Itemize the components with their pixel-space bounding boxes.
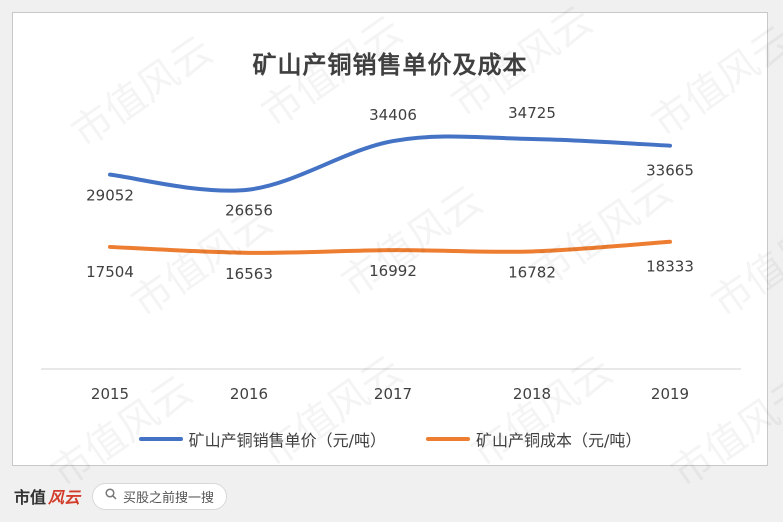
footer-bar: 市值 风云 买股之前搜一搜 xyxy=(14,482,228,510)
x-tick-label: 2017 xyxy=(374,385,412,403)
data-label: 16563 xyxy=(225,265,273,283)
search-placeholder: 买股之前搜一搜 xyxy=(123,490,215,506)
data-label: 26656 xyxy=(225,202,273,220)
chart-card: 矿山产铜销售单价及成本 2015 2016 2017 2018 2019 29052 266… xyxy=(12,12,768,466)
legend-label-cost: 矿山产铜成本（元/吨） xyxy=(476,431,642,450)
brand-mark: 风云 xyxy=(48,488,81,507)
legend-swatch-price xyxy=(138,437,183,441)
x-tick-label: 2019 xyxy=(651,385,689,403)
search-box[interactable]: 买股之前搜一搜 xyxy=(92,482,228,510)
legend-item-cost: 矿山产铜成本（元/吨） xyxy=(426,427,641,451)
x-tick-label: 2018 xyxy=(513,385,551,403)
chart-title: 矿山产铜销售单价及成本 xyxy=(252,51,528,79)
data-label: 34725 xyxy=(508,104,556,122)
chart-plot: 2015 2016 2017 2018 2019 29052 26656 34406 34725… xyxy=(41,104,741,403)
data-label: 16782 xyxy=(508,263,556,281)
legend-swatch-cost xyxy=(426,437,470,441)
legend-label-price: 矿山产铜销售单价（元/吨） xyxy=(188,431,386,450)
x-tick-label: 2015 xyxy=(91,385,129,403)
legend-item-price: 矿山产铜销售单价（元/吨） xyxy=(138,427,386,451)
data-label: 34406 xyxy=(369,106,417,124)
brand-logo[interactable]: 市值 风云 xyxy=(14,484,80,508)
x-tick-label: 2016 xyxy=(230,385,268,403)
data-label: 17504 xyxy=(86,263,134,281)
brand-name: 市值 xyxy=(14,488,47,507)
series-line-cost xyxy=(108,239,672,255)
chart-legend: 矿山产铜销售单价（元/吨） 矿山产铜成本（元/吨） xyxy=(13,427,767,451)
data-label: 33665 xyxy=(646,162,694,180)
search-icon xyxy=(105,488,117,504)
series-line-price xyxy=(108,134,672,193)
data-label: 29052 xyxy=(86,187,134,205)
data-label: 16992 xyxy=(369,262,417,280)
data-label: 18333 xyxy=(646,258,694,276)
